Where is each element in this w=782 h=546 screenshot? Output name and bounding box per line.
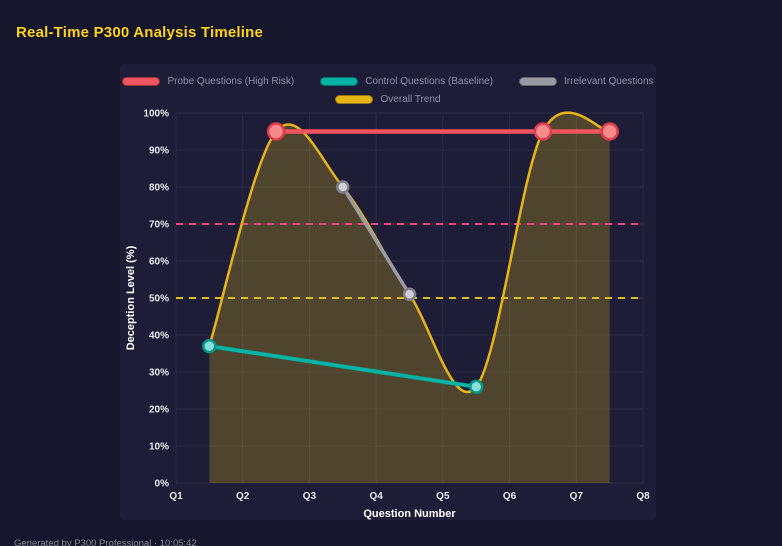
y-tick-label: 50%	[149, 294, 169, 305]
y-tick-label: 60%	[149, 257, 169, 268]
y-tick-label: 90%	[149, 146, 169, 157]
chart-canvas: Q1 Q2 Q3 Q4 Q5 Q6 Q7 Q8 0% 10% 20% 30% 40% 50% 60% 70% 8…	[125, 109, 650, 520]
legend-marker	[335, 94, 374, 104]
x-tick-label: Q3	[303, 491, 317, 502]
chart-panel: Probe Questions (High Risk) Control Quest…	[120, 64, 656, 520]
data-point	[402, 287, 417, 302]
y-tick-label: 100%	[143, 109, 169, 120]
legend-label: Overall Trend	[380, 93, 441, 105]
y-axis-title: Deception Level (%)	[125, 245, 137, 350]
y-tick-label: 70%	[149, 220, 169, 231]
data-point	[468, 379, 484, 395]
legend-row: Probe Questions (High Risk) Control Quest…	[120, 73, 656, 89]
legend-item-1[interactable]: Control Questions (Baseline)	[320, 76, 493, 87]
x-tick-label: Q8	[636, 491, 650, 502]
x-tick-label: Q2	[236, 491, 250, 502]
legend-marker	[519, 76, 558, 86]
legend-item-2[interactable]: Irrelevant Questions	[519, 76, 654, 87]
y-tick-label: 40%	[149, 331, 169, 342]
y-tick-label: 0%	[155, 479, 170, 490]
series-line	[341, 185, 412, 297]
y-tick-label: 80%	[149, 183, 169, 194]
legend-row: Overall Trend	[120, 91, 656, 107]
legend-label: Irrelevant Questions	[564, 75, 654, 87]
data-point	[336, 180, 350, 194]
x-tick-label: Q7	[570, 491, 584, 502]
legend-label: Probe Questions (High Risk)	[167, 75, 295, 87]
x-tick-label: Q1	[169, 491, 183, 502]
x-tick-label: Q6	[503, 491, 517, 502]
x-axis-title: Question Number	[363, 508, 456, 520]
chart-legend: Probe Questions (High Risk) Control Quest…	[120, 64, 656, 107]
x-tick-label: Q4	[369, 491, 383, 502]
data-point	[266, 122, 286, 141]
y-tick-label: 20%	[149, 405, 169, 416]
data-point	[202, 338, 217, 354]
series-line	[207, 344, 479, 389]
data-point	[600, 122, 619, 141]
x-tick-label: Q5	[436, 491, 450, 502]
y-tick-label: 10%	[149, 442, 169, 453]
legend-label: Control Questions (Baseline)	[365, 75, 494, 87]
y-tick-label: 30%	[149, 368, 169, 379]
page-title: Real-Time P300 Analysis Timeline	[16, 24, 264, 41]
data-point	[533, 122, 553, 141]
legend-marker	[320, 76, 359, 86]
legend-item-0[interactable]: Probe Questions (High Risk)	[122, 76, 294, 87]
legend-marker	[122, 76, 161, 86]
legend-item-3[interactable]: Overall Trend	[335, 93, 441, 105]
footer-text: Generated by P300 Professional · 10:05:4…	[14, 538, 197, 546]
